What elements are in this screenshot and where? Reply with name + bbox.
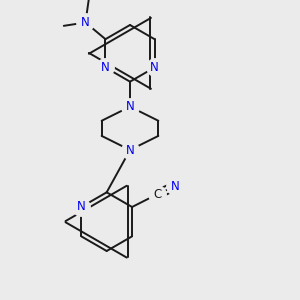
Text: N: N — [101, 61, 110, 74]
Text: N: N — [150, 61, 159, 74]
Text: N: N — [126, 100, 134, 113]
Text: N: N — [81, 16, 90, 29]
Text: C: C — [153, 188, 161, 201]
Text: N: N — [77, 200, 85, 214]
Text: N: N — [126, 143, 134, 157]
Text: N: N — [171, 179, 180, 193]
